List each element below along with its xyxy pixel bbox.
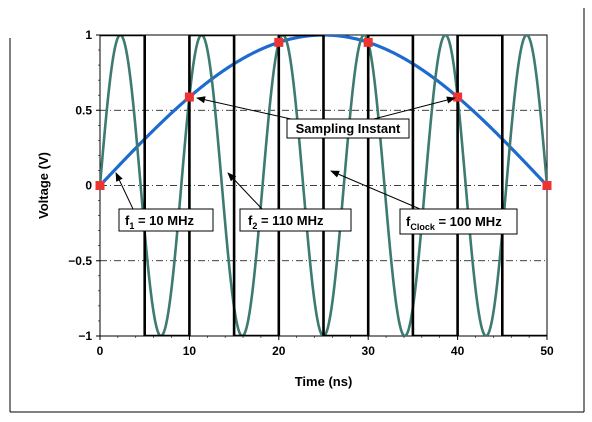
x-tick-label: 0 [97, 344, 104, 358]
annotation-sampling: Sampling Instant [286, 118, 410, 139]
sampling-point [274, 37, 284, 47]
arrow-f1 [115, 172, 134, 210]
svg-text:Sampling Instant: Sampling Instant [296, 121, 401, 136]
series-line-1 [100, 35, 547, 336]
svg-text:f1 = 10 MHz: f1 = 10 MHz [125, 213, 194, 231]
x-tick-label: 10 [183, 344, 197, 358]
x-tick-label: 20 [272, 344, 286, 358]
annotation-arrows [115, 96, 456, 210]
annotation-fclock: fClock = 100 MHz [399, 208, 518, 235]
y-tick-label: 1 [85, 28, 92, 42]
arrow-sampling-left [196, 96, 301, 122]
y-tick-label: −1 [78, 329, 92, 343]
x-axis-label: Time (ns) [295, 374, 353, 389]
sampling-point [184, 92, 194, 102]
y-tick-label: −0.5 [68, 254, 92, 268]
x-tick-label: 50 [540, 344, 554, 358]
sampling-point [95, 181, 105, 190]
svg-text:fClock = 100 MHz: fClock = 100 MHz [406, 214, 502, 232]
y-axis-label: Voltage (V) [36, 152, 51, 219]
arrow-fclock [330, 170, 421, 210]
annotation-f2: f2 = 110 MHz [239, 208, 352, 232]
series-line-2 [100, 35, 547, 336]
series-line-0 [100, 35, 547, 187]
arrow-sampling-right [365, 96, 456, 122]
axis-ticks: −1−0.500.510 10 20 30 40 50 [68, 28, 554, 358]
sampling-point [453, 92, 463, 102]
sampling-point [542, 181, 552, 190]
y-tick-label: 0.5 [75, 103, 92, 117]
annotation-f1: f1 = 10 MHz [118, 208, 214, 232]
arrow-f2 [227, 172, 263, 210]
sampling-point [363, 37, 373, 47]
x-tick-label: 40 [451, 344, 465, 358]
sampling-points [95, 37, 552, 190]
svg-text:f2 = 110 MHz: f2 = 110 MHz [248, 213, 324, 231]
series-layer [100, 35, 547, 336]
y-tick-label: 0 [85, 179, 92, 193]
x-tick-label: 30 [362, 344, 376, 358]
